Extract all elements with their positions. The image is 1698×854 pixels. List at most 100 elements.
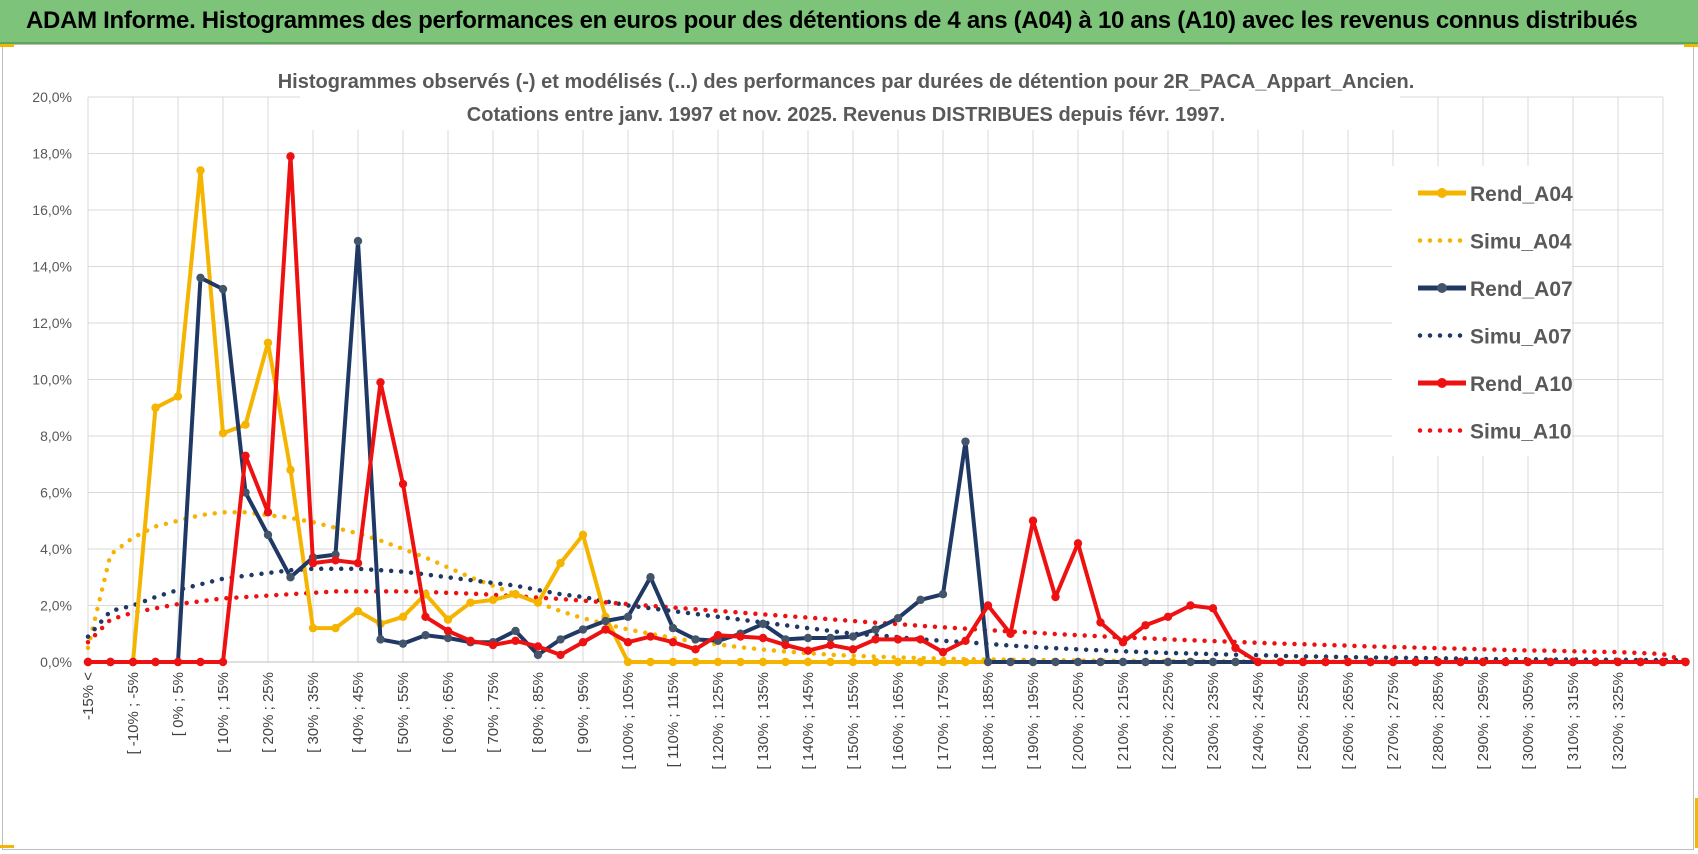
data-point-rend-a04 [961, 657, 970, 667]
data-point-rend-a04 [826, 657, 835, 667]
data-point-rend-a07 [421, 630, 430, 640]
data-point-rend-a07 [826, 633, 835, 643]
data-point-rend-a10 [871, 635, 880, 644]
data-point-rend-a04 [466, 598, 475, 607]
data-point-rend-a10 [1253, 657, 1263, 667]
x-tick-label: [ 180% ; 185% [980, 672, 997, 770]
y-tick-label: 8,0% [40, 428, 72, 444]
data-point-rend-a10 [196, 657, 205, 667]
chart-title-line-2: Cotations entre janv. 1997 et nov. 2025.… [467, 104, 1225, 126]
data-point-rend-a07 [286, 573, 295, 582]
data-point-rend-a04 [668, 657, 678, 667]
data-point-rend-a07 [1006, 657, 1015, 667]
data-point-rend-a10 [398, 479, 408, 489]
data-point-rend-a07 [938, 590, 948, 599]
data-point-rend-a10 [1613, 657, 1623, 667]
data-point-rend-a10 [1433, 657, 1443, 667]
data-point-rend-a10 [331, 556, 340, 565]
data-point-rend-a04 [533, 598, 543, 607]
data-point-rend-a10 [848, 645, 858, 654]
data-point-rend-a04 [871, 657, 880, 667]
data-point-rend-a07 [1028, 657, 1038, 667]
data-point-rend-a04 [916, 657, 925, 667]
data-point-rend-a10 [1456, 657, 1465, 667]
data-point-rend-a10 [1591, 657, 1600, 667]
data-point-rend-a04 [331, 623, 340, 633]
data-point-rend-a10 [511, 636, 520, 646]
data-point-rend-a10 [353, 558, 363, 568]
corner-mark-bottom-right [1695, 798, 1698, 848]
data-point-rend-a10 [983, 601, 993, 610]
x-tick-label: [ 310% ; 315% [1565, 672, 1582, 770]
data-point-rend-a10 [1411, 657, 1420, 667]
x-tick-label: [ 60% ; 65% [440, 672, 457, 753]
y-tick-label: 20,0% [32, 89, 72, 105]
data-point-rend-a07 [263, 530, 273, 540]
x-tick-label: [ 210% ; 215% [1115, 672, 1132, 770]
x-tick-label: [ 10% ; 15% [215, 672, 232, 753]
data-point-rend-a04 [398, 612, 408, 621]
y-tick-label: 10,0% [32, 372, 72, 388]
data-point-rend-a10 [1141, 621, 1150, 630]
report-banner: ADAM Informe. Histogrammes des performan… [0, 0, 1698, 44]
data-point-rend-a07 [646, 573, 655, 582]
data-point-rend-a10 [106, 657, 115, 667]
data-point-rend-a04 [578, 530, 588, 540]
data-point-rend-a10 [1636, 657, 1645, 667]
data-point-rend-a10 [83, 657, 93, 667]
data-point-rend-a10 [691, 645, 700, 654]
data-point-rend-a04 [691, 657, 700, 667]
x-tick-label: [ 160% ; 165% [890, 672, 907, 770]
x-tick-label: [ 130% ; 135% [755, 672, 772, 770]
legend-marker-rend-a04 [1437, 188, 1447, 198]
data-point-rend-a10 [961, 636, 970, 646]
data-point-rend-a10 [173, 657, 183, 667]
x-tick-label: [ 150% ; 155% [845, 672, 862, 770]
data-point-rend-a10 [1276, 657, 1285, 667]
data-point-rend-a10 [151, 657, 160, 667]
data-point-rend-a10 [1298, 657, 1308, 667]
data-point-rend-a10 [443, 626, 453, 636]
data-point-rend-a10 [308, 558, 318, 568]
x-tick-label: [ 70% ; 75% [485, 672, 502, 753]
data-point-rend-a07 [1118, 657, 1128, 667]
data-point-rend-a04 [623, 657, 633, 667]
data-point-rend-a04 [803, 657, 813, 667]
data-point-rend-a10 [893, 635, 903, 644]
data-point-rend-a10 [1186, 601, 1195, 610]
x-tick-label: [ -10% ; -5% [125, 672, 142, 755]
data-point-rend-a07 [623, 612, 633, 621]
chart-title-backdrop [300, 62, 1400, 130]
data-point-rend-a10 [623, 638, 633, 647]
data-point-rend-a10 [1028, 516, 1038, 525]
data-point-rend-a04 [893, 657, 903, 667]
x-tick-label: [ 140% ; 145% [800, 672, 817, 770]
data-point-rend-a10 [1096, 618, 1105, 627]
data-point-rend-a04 [736, 657, 745, 667]
x-tick-label: [ 100% ; 105% [620, 672, 637, 770]
data-point-rend-a07 [1073, 657, 1083, 667]
data-point-rend-a07 [893, 614, 903, 623]
data-point-rend-a10 [1118, 638, 1128, 647]
corner-mark-top-left [0, 44, 14, 47]
x-tick-label: [ 30% ; 35% [305, 672, 322, 753]
data-point-rend-a04 [556, 558, 565, 568]
data-point-rend-a10 [1568, 657, 1578, 667]
data-point-rend-a07 [196, 273, 205, 282]
data-point-rend-a10 [1073, 539, 1083, 548]
data-point-rend-a07 [691, 635, 700, 644]
data-point-rend-a04 [848, 657, 858, 667]
data-point-rend-a10 [466, 636, 475, 646]
data-point-rend-a07 [1163, 657, 1173, 667]
chart-frame [2, 44, 1694, 850]
data-point-rend-a07 [511, 626, 520, 636]
series-line-simu-a04 [85, 510, 1688, 664]
legend-label-rend-a10: Rend_A10 [1470, 373, 1573, 396]
data-point-rend-a10 [803, 646, 813, 655]
data-point-rend-a10 [533, 642, 543, 651]
chart-legend: Rend_A04 Simu_A04 Rend_A07 Simu_A07 Rend_A10… [1392, 166, 1573, 456]
data-point-rend-a10 [218, 657, 228, 667]
data-point-rend-a07 [376, 635, 385, 644]
data-point-rend-a10 [488, 640, 498, 650]
series-line-simu-a07 [85, 566, 1688, 663]
